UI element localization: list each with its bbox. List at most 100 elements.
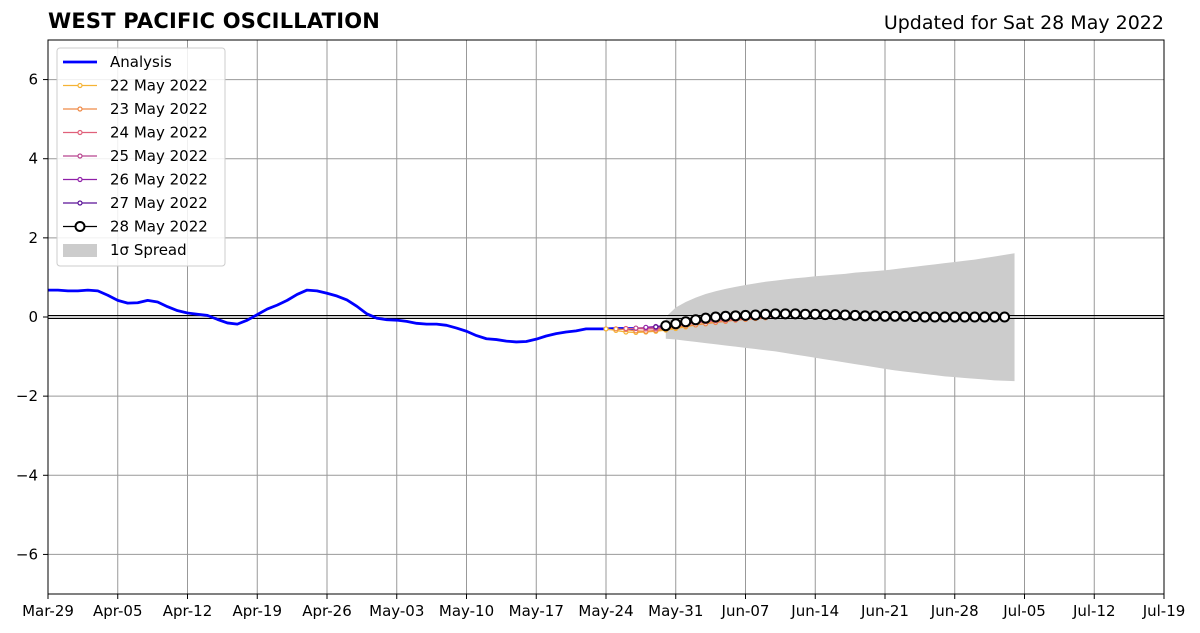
- latest-forecast-point: [730, 310, 742, 322]
- x-tick-label: Apr-12: [163, 602, 213, 620]
- latest-forecast-point: [919, 311, 931, 323]
- legend-label: 24 May 2022: [110, 124, 208, 142]
- forecast-point: [613, 326, 619, 332]
- updated-label: Updated for Sat 28 May 2022: [883, 12, 1164, 34]
- x-tick-label: Jul-12: [1072, 602, 1116, 620]
- latest-forecast-point: [829, 309, 841, 321]
- forecast-point: [633, 325, 639, 331]
- x-tick-label: May-31: [648, 602, 703, 620]
- y-tick-label: 6: [28, 71, 38, 89]
- y-tick-label: 0: [28, 308, 38, 326]
- x-tick-label: Apr-05: [93, 602, 143, 620]
- latest-forecast-point: [819, 309, 831, 321]
- latest-forecast-point: [799, 308, 811, 320]
- latest-forecast-point: [720, 310, 732, 322]
- latest-forecast-point: [939, 311, 951, 323]
- forecast-point: [653, 324, 659, 330]
- legend-entry: 25 May 2022: [63, 147, 208, 165]
- latest-forecast-point: [959, 311, 971, 323]
- legend-marker: [77, 82, 83, 89]
- legend-label: 23 May 2022: [110, 100, 208, 118]
- latest-forecast-point: [879, 310, 891, 322]
- latest-forecast-point: [869, 310, 881, 322]
- latest-forecast-point: [999, 311, 1011, 323]
- latest-forecast-point: [779, 308, 791, 320]
- x-tick-label: May-10: [439, 602, 494, 620]
- x-tick-label: May-24: [578, 602, 633, 620]
- latest-forecast-point: [979, 311, 991, 323]
- plot-frame: [47, 39, 1165, 595]
- forecast-point: [603, 326, 609, 332]
- legend-marker: [74, 221, 86, 232]
- x-tick-label: Jul-05: [1002, 602, 1046, 620]
- latest-forecast-point: [889, 310, 901, 322]
- legend: Analysis 22 May 2022 23 May 2022 24 May 202…: [56, 47, 226, 267]
- y-tick-label: 2: [28, 229, 38, 247]
- legend-label: 22 May 2022: [110, 77, 208, 95]
- x-tick-label: Jul-19: [1142, 602, 1186, 620]
- analysis-line: [48, 288, 636, 344]
- latest-forecast-point: [969, 311, 981, 323]
- legend-entry: 22 May 2022: [63, 77, 208, 95]
- legend-entry: 1σ Spread: [63, 241, 187, 259]
- legend-marker: [77, 200, 83, 206]
- x-tick-label: May-17: [509, 602, 564, 620]
- x-tick-label: Apr-19: [233, 602, 283, 620]
- y-tick-label: −2: [16, 387, 38, 405]
- x-tick-label: Jun-28: [930, 602, 979, 620]
- series: [48, 288, 1011, 344]
- forecast-point: [623, 325, 629, 332]
- latest-forecast-point: [740, 309, 751, 321]
- latest-forecast-series: [660, 308, 1011, 332]
- legend-label: 27 May 2022: [110, 194, 208, 212]
- legend-marker: [77, 106, 83, 112]
- legend-entry: 24 May 2022: [63, 124, 208, 142]
- latest-forecast-point: [690, 314, 702, 326]
- legend-entry: 27 May 2022: [63, 194, 208, 212]
- latest-forecast-point: [909, 311, 921, 323]
- latest-forecast-point: [859, 310, 871, 322]
- forecast-point: [643, 324, 649, 330]
- latest-forecast-point: [670, 318, 682, 330]
- latest-forecast-point: [660, 320, 672, 332]
- latest-forecast-point: [929, 311, 941, 323]
- forecast-line: [625, 315, 776, 330]
- forecast-line: [615, 317, 766, 332]
- x-tick-label: Jun-21: [860, 602, 909, 620]
- legend-entry: 26 May 2022: [63, 171, 208, 189]
- latest-forecast-point: [769, 308, 781, 320]
- legend-label: 1σ Spread: [110, 241, 187, 259]
- legend-marker: [77, 129, 83, 136]
- legend-entry: Analysis: [63, 53, 172, 71]
- latest-forecast-point: [849, 309, 861, 321]
- axes: Mar-29 Apr-05 Apr-12 Apr-19 Apr-26 May-03 May-…: [16, 39, 1186, 620]
- latest-forecast-point: [809, 308, 821, 320]
- legend-marker: [77, 176, 83, 183]
- legend-label: Analysis: [110, 53, 172, 71]
- legend-box: [56, 47, 226, 267]
- latest-forecast-point: [949, 311, 961, 323]
- x-tick-label: Apr-26: [302, 602, 352, 620]
- legend-label: 25 May 2022: [110, 147, 208, 165]
- latest-forecast-point: [989, 311, 1001, 323]
- latest-forecast-point: [899, 310, 911, 322]
- legend-entry: 23 May 2022: [63, 100, 208, 118]
- latest-forecast-point: [680, 316, 692, 328]
- latest-forecast-point: [839, 309, 851, 321]
- legend-marker: [77, 153, 83, 159]
- latest-forecast-point: [759, 308, 771, 320]
- latest-forecast-point: [710, 311, 722, 323]
- legend-entry: 28 May 2022: [63, 218, 208, 236]
- x-tick-label: May-03: [369, 602, 424, 620]
- x-tick-label: Mar-29: [22, 602, 74, 620]
- chart-title: WEST PACIFIC OSCILLATION: [48, 9, 381, 33]
- latest-forecast-point: [700, 312, 712, 324]
- x-tick-label: Jun-14: [790, 602, 839, 620]
- y-tick-label: −6: [16, 545, 38, 563]
- latest-forecast-point: [789, 308, 801, 320]
- latest-forecast-point: [749, 309, 761, 321]
- y-tick-label: 4: [28, 150, 38, 168]
- legend-swatch: [63, 244, 97, 257]
- legend-label: 26 May 2022: [110, 171, 208, 189]
- x-tick-label: Jun-07: [721, 602, 770, 620]
